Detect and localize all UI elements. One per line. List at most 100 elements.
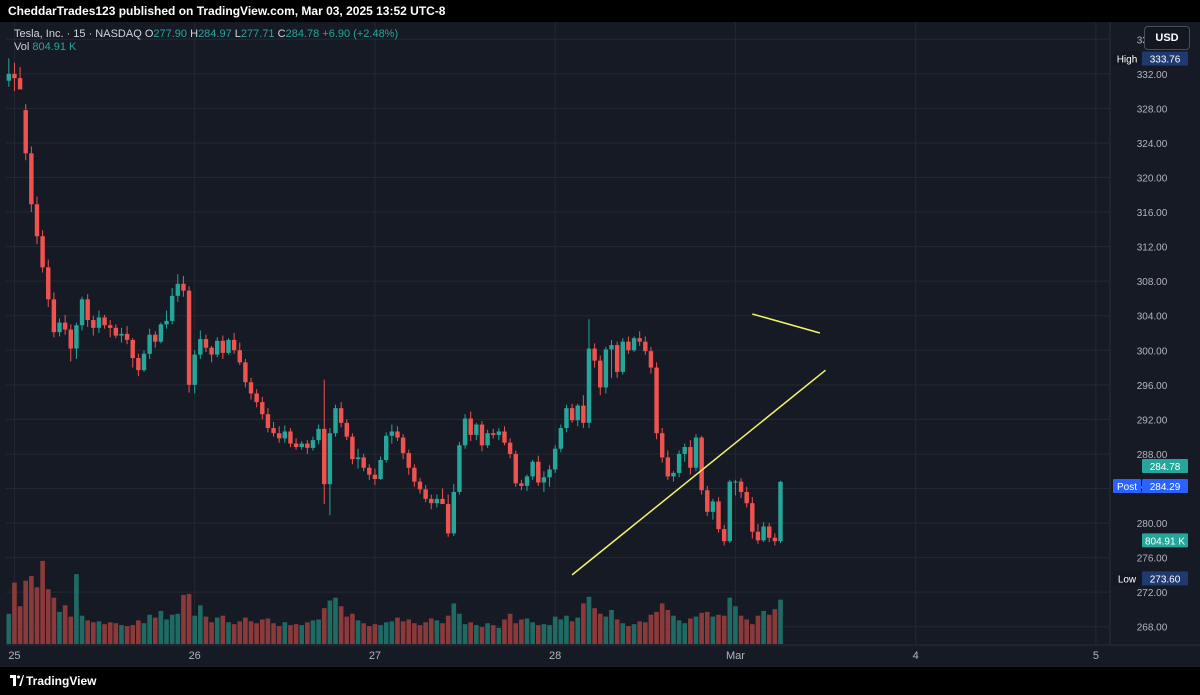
- candle-body: [169, 295, 175, 321]
- publish-banner: CheddarTrades123 published on TradingVie…: [0, 0, 1200, 22]
- price-tick-label: 292.00: [1137, 415, 1168, 426]
- candle-body: [175, 283, 181, 296]
- volume-bar: [254, 623, 259, 644]
- candle-body: [451, 491, 457, 534]
- candle: [299, 440, 304, 450]
- currency-button[interactable]: USD: [1144, 26, 1190, 50]
- candle-body: [609, 345, 614, 350]
- volume-bar: [243, 617, 248, 644]
- candle-body: [586, 348, 592, 423]
- volume-bar: [186, 593, 192, 644]
- volume-bar: [40, 560, 45, 644]
- candle: [462, 414, 468, 449]
- candle: [547, 465, 552, 487]
- volume-bar: [755, 615, 761, 644]
- candle: [237, 342, 242, 365]
- candle: [181, 275, 186, 297]
- candle-body: [676, 453, 682, 473]
- candle-body: [575, 405, 580, 421]
- legend-low-value: 277.71: [240, 28, 275, 40]
- price-tick-label: 308.00: [1137, 277, 1168, 288]
- candle: [243, 358, 248, 388]
- candle: [648, 346, 654, 374]
- volume-bar: [716, 614, 721, 644]
- candle: [445, 494, 451, 537]
- trendline[interactable]: [752, 313, 821, 334]
- volume-bar: [327, 600, 333, 644]
- candle: [609, 339, 614, 378]
- candle-body: [299, 443, 304, 448]
- volume-bar: [124, 626, 130, 644]
- candle: [710, 498, 716, 520]
- volume-bar: [68, 616, 74, 644]
- footer: TradingView: [0, 667, 1200, 695]
- candle-body: [74, 325, 79, 349]
- candle-body: [395, 431, 400, 438]
- candle: [614, 341, 620, 378]
- candle: [699, 435, 704, 495]
- volume-bar: [136, 620, 141, 644]
- candle: [288, 428, 293, 448]
- volume-bar: [147, 614, 152, 644]
- candle: [248, 377, 254, 400]
- candle-body: [322, 428, 327, 485]
- candle: [676, 450, 682, 478]
- volume-bar: [237, 621, 243, 644]
- volume-bar: [614, 619, 620, 644]
- candle-body: [107, 325, 113, 328]
- volume-bar: [152, 617, 158, 644]
- candle-body: [338, 408, 344, 423]
- volume-bar: [169, 614, 175, 644]
- candle-body: [389, 431, 395, 436]
- candle-body: [327, 433, 333, 485]
- volume-bar: [214, 617, 220, 644]
- volume-bar: [355, 620, 361, 644]
- price-chart-svg[interactable]: 268.00272.00276.00280.00284.00288.00292.…: [0, 22, 1200, 667]
- trendline[interactable]: [571, 369, 827, 576]
- volume-bar: [310, 620, 316, 644]
- candle-body: [710, 501, 716, 512]
- price-tag-label-box: [1113, 478, 1141, 493]
- volume-bar: [412, 623, 417, 644]
- candle: [215, 337, 220, 358]
- candle: [474, 422, 479, 441]
- volume-bar: [276, 626, 282, 644]
- candle-body: [158, 324, 164, 342]
- volume-bar: [333, 597, 338, 644]
- volume-bar: [90, 622, 96, 644]
- price-tick-label: 332.00: [1137, 70, 1168, 81]
- volume-bar: [350, 613, 355, 644]
- candle: [406, 449, 411, 475]
- candle-body: [536, 461, 541, 483]
- chart-area[interactable]: 268.00272.00276.00280.00284.00288.00292.…: [0, 22, 1200, 667]
- candle: [744, 486, 749, 508]
- candle: [440, 488, 445, 505]
- candle: [192, 350, 197, 394]
- candle: [750, 497, 755, 539]
- volume-bar: [682, 623, 688, 644]
- candle: [198, 330, 203, 359]
- legend-symbol: Tesla, Inc. · 15 · NASDAQ: [14, 28, 142, 40]
- candle: [265, 408, 271, 433]
- candle: [361, 453, 366, 472]
- volume-bar: [271, 623, 276, 644]
- candle-body: [530, 461, 535, 477]
- candle-body: [513, 453, 518, 484]
- volume-bar: [597, 613, 603, 644]
- volume-bar: [688, 618, 693, 644]
- volume-bar: [45, 589, 51, 644]
- price-tick-label: 328.00: [1137, 104, 1168, 115]
- candle-body: [569, 408, 575, 421]
- candle: [164, 310, 169, 329]
- volume-bar: [710, 616, 716, 644]
- volume-bar: [141, 623, 147, 644]
- price-tag-value: 804.91 K: [1145, 536, 1185, 547]
- price-tick-label: 312.00: [1137, 243, 1168, 254]
- candle-body: [643, 341, 648, 352]
- candle-body: [141, 353, 147, 371]
- candle: [507, 438, 513, 459]
- volume-bar: [293, 624, 299, 644]
- volume-bar: [457, 613, 462, 644]
- candle-body: [305, 443, 310, 448]
- volume-bar: [564, 615, 569, 644]
